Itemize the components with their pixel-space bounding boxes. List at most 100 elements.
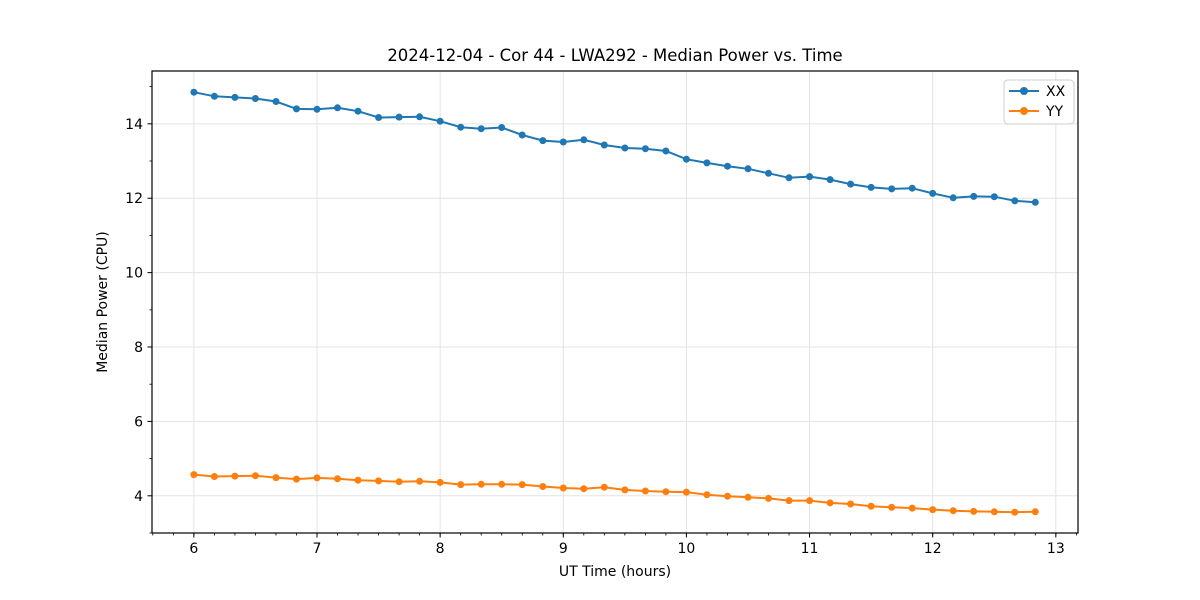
data-point-YY bbox=[190, 471, 198, 479]
y-tick-label: 10 bbox=[125, 266, 143, 282]
data-point-YY bbox=[231, 472, 239, 480]
x-tick-label: 6 bbox=[189, 541, 198, 557]
data-point-XX bbox=[375, 114, 383, 121]
data-point-YY bbox=[600, 483, 608, 491]
data-point-XX bbox=[908, 184, 916, 192]
data-point-YY bbox=[375, 477, 383, 485]
data-point-YY bbox=[744, 493, 752, 501]
data-point-XX bbox=[1011, 197, 1019, 205]
data-point-YY bbox=[785, 497, 793, 505]
data-point-YY bbox=[334, 475, 341, 483]
data-point-XX bbox=[662, 147, 670, 155]
data-point-XX bbox=[682, 155, 690, 163]
data-point-YY bbox=[949, 507, 957, 515]
data-point-XX bbox=[498, 124, 506, 131]
data-point-YY bbox=[395, 478, 403, 486]
data-point-XX bbox=[539, 137, 547, 145]
data-point-YY bbox=[970, 507, 978, 515]
data-point-XX bbox=[724, 162, 731, 170]
data-point-XX bbox=[210, 92, 218, 100]
data-point-YY bbox=[765, 494, 772, 502]
data-point-XX bbox=[641, 145, 649, 153]
x-tick-label: 9 bbox=[559, 541, 568, 557]
data-point-YY bbox=[1011, 508, 1019, 516]
data-point-YY bbox=[908, 504, 916, 512]
x-tick-label: 12 bbox=[924, 541, 942, 557]
data-point-XX bbox=[251, 95, 259, 102]
data-point-YY bbox=[436, 478, 444, 486]
data-point-YY bbox=[580, 485, 588, 493]
y-tick-label: 6 bbox=[134, 414, 143, 430]
x-tick-label: 7 bbox=[313, 541, 322, 557]
data-point-YY bbox=[621, 486, 629, 494]
data-point-YY bbox=[641, 487, 649, 495]
data-point-YY bbox=[251, 472, 259, 480]
data-point-YY bbox=[518, 481, 526, 489]
data-point-XX bbox=[785, 174, 793, 182]
data-point-XX bbox=[970, 192, 978, 200]
data-point-XX bbox=[929, 189, 937, 197]
y-axis-label-text: Median Power (CPU) bbox=[95, 231, 111, 373]
legend-marker-XX bbox=[1020, 87, 1028, 95]
data-point-YY bbox=[354, 476, 362, 484]
plot-border bbox=[151, 70, 1079, 534]
data-point-XX bbox=[518, 131, 526, 139]
data-point-XX bbox=[990, 193, 998, 201]
y-tick-label: 12 bbox=[125, 191, 143, 207]
legend-label-XX: XX bbox=[1046, 84, 1066, 100]
data-point-YY bbox=[272, 474, 280, 482]
data-point-YY bbox=[477, 480, 485, 488]
data-point-YY bbox=[1031, 508, 1039, 516]
data-point-XX bbox=[621, 144, 629, 152]
data-point-YY bbox=[867, 502, 875, 510]
data-point-XX bbox=[826, 176, 834, 184]
data-point-XX bbox=[806, 173, 814, 181]
chart-title: 2024-12-04 - Cor 44 - LWA292 - Median Po… bbox=[387, 46, 843, 65]
data-point-XX bbox=[457, 123, 465, 131]
x-tick-label: 11 bbox=[801, 541, 819, 557]
data-point-YY bbox=[662, 488, 670, 496]
data-point-YY bbox=[929, 506, 937, 514]
data-point-YY bbox=[416, 477, 424, 485]
data-point-XX bbox=[293, 105, 300, 113]
data-point-XX bbox=[580, 136, 588, 144]
data-point-XX bbox=[272, 98, 280, 105]
legend-marker-YY bbox=[1020, 107, 1028, 115]
data-point-YY bbox=[806, 497, 814, 505]
data-point-YY bbox=[293, 475, 300, 483]
data-point-XX bbox=[703, 159, 711, 167]
data-point-YY bbox=[888, 503, 896, 511]
data-point-XX bbox=[416, 113, 424, 121]
x-axis-label: UT Time (hours) bbox=[558, 564, 672, 580]
data-point-YY bbox=[210, 473, 218, 480]
data-point-XX bbox=[1031, 198, 1039, 206]
data-point-XX bbox=[559, 138, 567, 146]
data-point-YY bbox=[457, 481, 465, 489]
x-tick-label: 10 bbox=[678, 541, 696, 557]
legend-label-YY: YY bbox=[1045, 104, 1064, 120]
data-point-XX bbox=[231, 93, 239, 101]
x-tick-label: 13 bbox=[1047, 541, 1065, 557]
data-point-XX bbox=[436, 117, 444, 125]
data-point-YY bbox=[559, 484, 567, 492]
y-tick-label: 4 bbox=[134, 489, 143, 505]
y-tick-label: 14 bbox=[125, 117, 143, 133]
data-point-YY bbox=[682, 488, 690, 496]
data-point-XX bbox=[744, 165, 752, 173]
data-point-XX bbox=[477, 125, 485, 133]
data-point-XX bbox=[888, 185, 896, 193]
data-point-XX bbox=[847, 180, 855, 188]
data-point-YY bbox=[990, 508, 998, 516]
data-point-XX bbox=[600, 141, 608, 149]
data-point-XX bbox=[354, 107, 362, 115]
y-tick-label: 8 bbox=[134, 340, 143, 356]
data-point-XX bbox=[949, 194, 957, 202]
data-point-XX bbox=[765, 169, 772, 177]
data-point-YY bbox=[703, 491, 711, 499]
data-point-YY bbox=[498, 480, 506, 488]
data-point-XX bbox=[313, 105, 321, 113]
data-point-XX bbox=[395, 113, 403, 121]
data-point-XX bbox=[190, 88, 198, 96]
